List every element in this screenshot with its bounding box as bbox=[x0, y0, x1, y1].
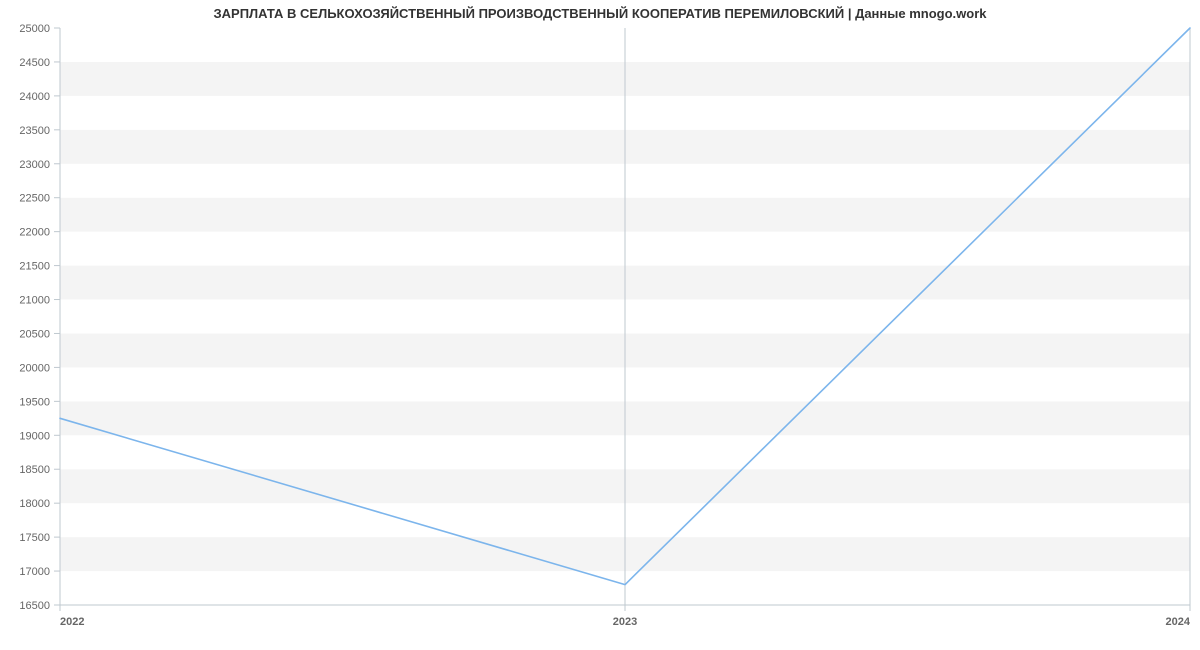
x-tick-label: 2022 bbox=[60, 616, 84, 628]
y-tick-label: 17500 bbox=[19, 532, 50, 544]
y-tick-label: 20500 bbox=[19, 328, 50, 340]
y-tick-label: 18000 bbox=[19, 498, 50, 510]
y-tick-label: 22000 bbox=[19, 227, 50, 239]
y-tick-label: 23500 bbox=[19, 125, 50, 137]
y-tick-label: 16500 bbox=[19, 600, 50, 612]
y-tick-label: 19500 bbox=[19, 396, 50, 408]
y-tick-label: 21000 bbox=[19, 295, 50, 307]
salary-chart: ЗАРПЛАТА В СЕЛЬКОХОЗЯЙСТВЕННЫЙ ПРОИЗВОДС… bbox=[0, 0, 1200, 650]
chart-canvas: 16500 17000 17500 18000 18500 19000 19500 20000… bbox=[0, 0, 1200, 650]
y-tick-label: 18500 bbox=[19, 464, 50, 476]
y-tick-label: 21500 bbox=[19, 261, 50, 273]
y-tick-label: 24000 bbox=[19, 91, 50, 103]
y-tick-label: 17000 bbox=[19, 566, 50, 578]
y-tick-label: 23000 bbox=[19, 159, 50, 171]
x-tick-label: 2024 bbox=[1166, 616, 1191, 628]
chart-title: ЗАРПЛАТА В СЕЛЬКОХОЗЯЙСТВЕННЫЙ ПРОИЗВОДС… bbox=[0, 6, 1200, 21]
x-tick-label: 2023 bbox=[613, 616, 637, 628]
y-tick-label: 20000 bbox=[19, 362, 50, 374]
y-tick-label: 25000 bbox=[19, 23, 50, 35]
y-tick-label: 19000 bbox=[19, 430, 50, 442]
y-tick-label: 24500 bbox=[19, 57, 50, 69]
y-tick-label: 22500 bbox=[19, 193, 50, 205]
